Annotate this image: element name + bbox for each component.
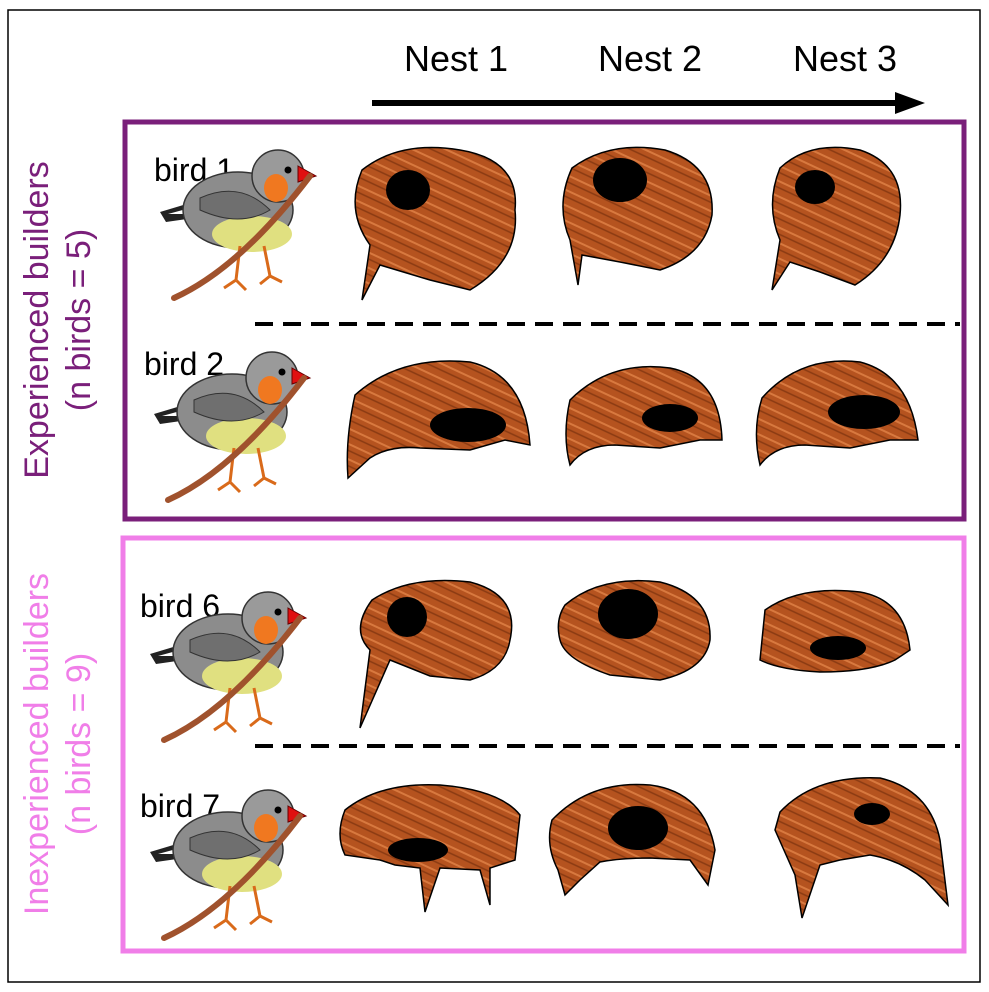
nest-bird7-nest1 <box>339 783 521 913</box>
nest-bird7-nest2 <box>548 783 716 897</box>
zebra-finch-icon-bird-2 <box>154 352 310 500</box>
column-header-nest-1: Nest 1 <box>403 38 509 79</box>
sequence-arrow <box>372 92 925 114</box>
experienced-group-box <box>122 119 967 522</box>
nest-bird6-nest1 <box>359 579 513 729</box>
nest-bird1-nest1 <box>354 146 517 301</box>
nest-bird2-nest1 <box>346 360 531 480</box>
zebra-finch-icon-bird-1 <box>160 150 316 298</box>
nest-bird6-nest3 <box>759 589 911 673</box>
nest-bird2-nest3 <box>755 360 919 467</box>
zebra-finch-icon-bird-6 <box>150 592 306 740</box>
nest-bird1-nest3 <box>771 146 902 291</box>
nest-bird2-nest2 <box>565 365 723 467</box>
column-header-nest-2: Nest 2 <box>597 38 703 79</box>
nest-bird7-nest3 <box>774 777 950 919</box>
nest-bird1-nest2 <box>562 146 713 286</box>
outer-border <box>7 9 981 983</box>
inexperienced-group-box <box>120 535 967 954</box>
zebra-finch-icon-bird-7 <box>150 790 306 938</box>
nest-bird6-nest2 <box>557 579 711 681</box>
column-header-nest-3: Nest 3 <box>792 38 898 79</box>
bird-label-2: bird 2 <box>144 346 225 382</box>
